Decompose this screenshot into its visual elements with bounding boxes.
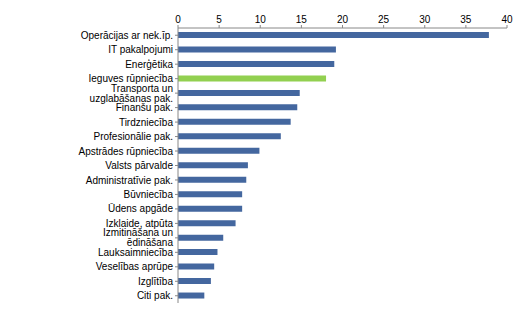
svg-text:0: 0 (175, 14, 181, 25)
svg-text:Enerģētika: Enerģētika (125, 58, 173, 70)
svg-text:Transporta unuzglabāšanas pak.: Transporta unuzglabāšanas pak. (90, 83, 173, 104)
svg-text:Operācijas ar nek.īp.: Operācijas ar nek.īp. (81, 30, 173, 41)
svg-text:10: 10 (255, 14, 267, 25)
svg-text:30: 30 (419, 14, 431, 25)
svg-text:Citi pak.: Citi pak. (137, 290, 173, 301)
svg-text:40: 40 (501, 14, 513, 25)
svg-text:35: 35 (460, 14, 472, 25)
svg-text:Profesionālie pak.: Profesionālie pak. (94, 131, 174, 142)
svg-text:Apstrādes rūpniecība: Apstrādes rūpniecība (78, 146, 173, 157)
svg-text:Administratīvie pak.: Administratīvie pak. (86, 175, 173, 186)
svg-text:IT pakalpojumi: IT pakalpojumi (108, 44, 173, 55)
svg-text:Finanšu pak.: Finanšu pak. (116, 102, 173, 113)
svg-text:Ūdens apgāde: Ūdens apgāde (108, 203, 173, 214)
svg-text:Valsts pārvalde: Valsts pārvalde (105, 160, 173, 171)
svg-text:Ieguves rūpniecība: Ieguves rūpniecība (88, 73, 173, 85)
svg-text:20: 20 (337, 14, 349, 25)
svg-text:Būvniecība: Būvniecība (124, 189, 174, 200)
svg-text:Izglītība: Izglītība (138, 276, 173, 287)
svg-text:Izklaide, atpūta: Izklaide, atpūta (105, 217, 173, 229)
svg-text:25: 25 (378, 14, 390, 25)
svg-text:Lauksaimniecība: Lauksaimniecība (98, 247, 173, 258)
svg-text:5: 5 (216, 14, 222, 25)
svg-text:Veselības aprūpe: Veselības aprūpe (96, 261, 174, 272)
svg-text:Izmitināšana unēdināšana: Izmitināšana unēdināšana (103, 227, 173, 248)
svg-text:15: 15 (296, 14, 308, 25)
svg-text:Tirdzniecība: Tirdzniecība (119, 117, 174, 128)
